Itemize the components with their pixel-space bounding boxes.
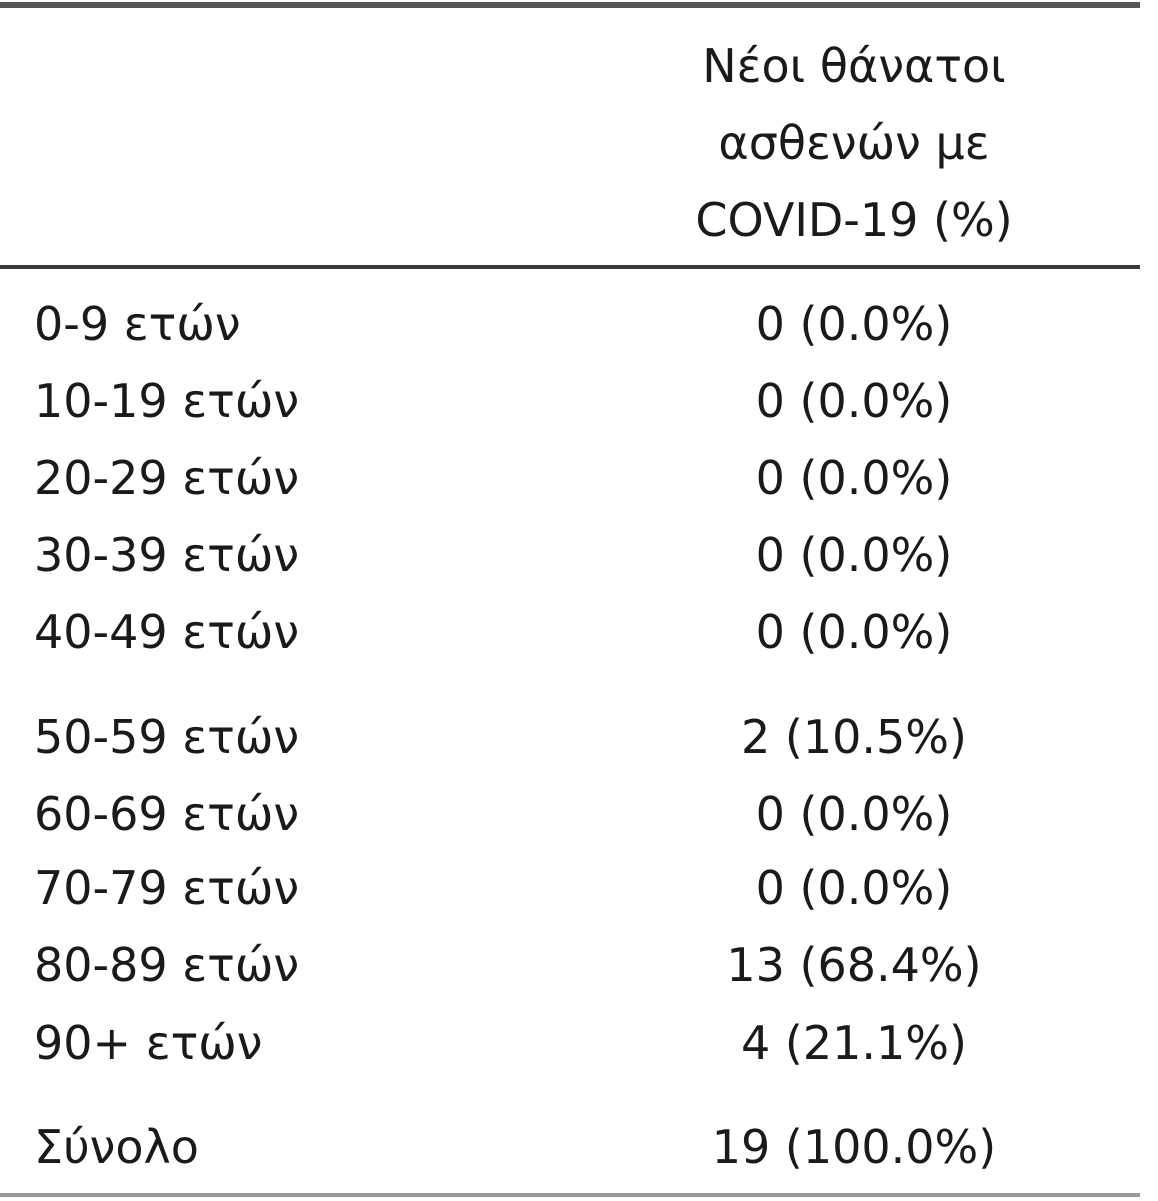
age-group-label: 20-29 ετών <box>34 451 300 505</box>
deaths-value: 0 (0.0%) <box>755 787 953 841</box>
age-group-label: 80-89 ετών <box>34 938 300 992</box>
age-group-label: 0-9 ετών <box>34 297 241 351</box>
deaths-value: 0 (0.0%) <box>755 861 953 915</box>
age-group-label: 50-59 ετών <box>34 710 300 764</box>
table-top-rule <box>0 2 1140 8</box>
deaths-value: 2 (10.5%) <box>741 710 967 764</box>
table-row: 50-59 ετών 2 (10.5%) <box>0 707 1140 767</box>
age-group-label: 30-39 ετών <box>34 528 300 582</box>
age-group-label: 60-69 ετών <box>34 787 300 841</box>
deaths-value: 0 (0.0%) <box>755 374 953 428</box>
deaths-value: 0 (0.0%) <box>755 297 953 351</box>
table-row: 40-49 ετών 0 (0.0%) <box>0 602 1140 662</box>
deaths-value: 0 (0.0%) <box>755 528 953 582</box>
age-group-label: 40-49 ετών <box>34 605 300 659</box>
age-group-label: 90+ ετών <box>34 1016 263 1070</box>
table-row: 30-39 ετών 0 (0.0%) <box>0 525 1140 585</box>
table-row: 70-79 ετών 0 (0.0%) <box>0 858 1140 918</box>
deaths-value: 4 (21.1%) <box>741 1016 967 1070</box>
deaths-value: 13 (68.4%) <box>726 938 982 992</box>
header-separator-rule <box>0 265 1140 269</box>
table-row: 10-19 ετών 0 (0.0%) <box>0 371 1140 431</box>
column-header-new-deaths: Νέοι θάνατοι ασθενών με COVID-19 (%) <box>660 28 1048 259</box>
age-group-label: 10-19 ετών <box>34 374 300 428</box>
column-header-line: ασθενών με <box>718 116 990 170</box>
column-header-line: COVID-19 (%) <box>695 193 1013 247</box>
table-bottom-rule <box>0 1193 1140 1197</box>
total-row: Σύνολο 19 (100.0%) <box>0 1117 1140 1177</box>
total-value: 19 (100.0%) <box>711 1120 997 1174</box>
table-row: 20-29 ετών 0 (0.0%) <box>0 448 1140 508</box>
total-label: Σύνολο <box>34 1120 199 1174</box>
column-header-line: Νέοι θάνατοι <box>702 39 1006 93</box>
deaths-value: 0 (0.0%) <box>755 605 953 659</box>
table-row: 60-69 ετών 0 (0.0%) <box>0 784 1140 844</box>
table-row: 80-89 ετών 13 (68.4%) <box>0 935 1140 995</box>
age-group-label: 70-79 ετών <box>34 861 300 915</box>
table-row: 90+ ετών 4 (21.1%) <box>0 1013 1140 1073</box>
table-row: 0-9 ετών 0 (0.0%) <box>0 294 1140 354</box>
deaths-value: 0 (0.0%) <box>755 451 953 505</box>
